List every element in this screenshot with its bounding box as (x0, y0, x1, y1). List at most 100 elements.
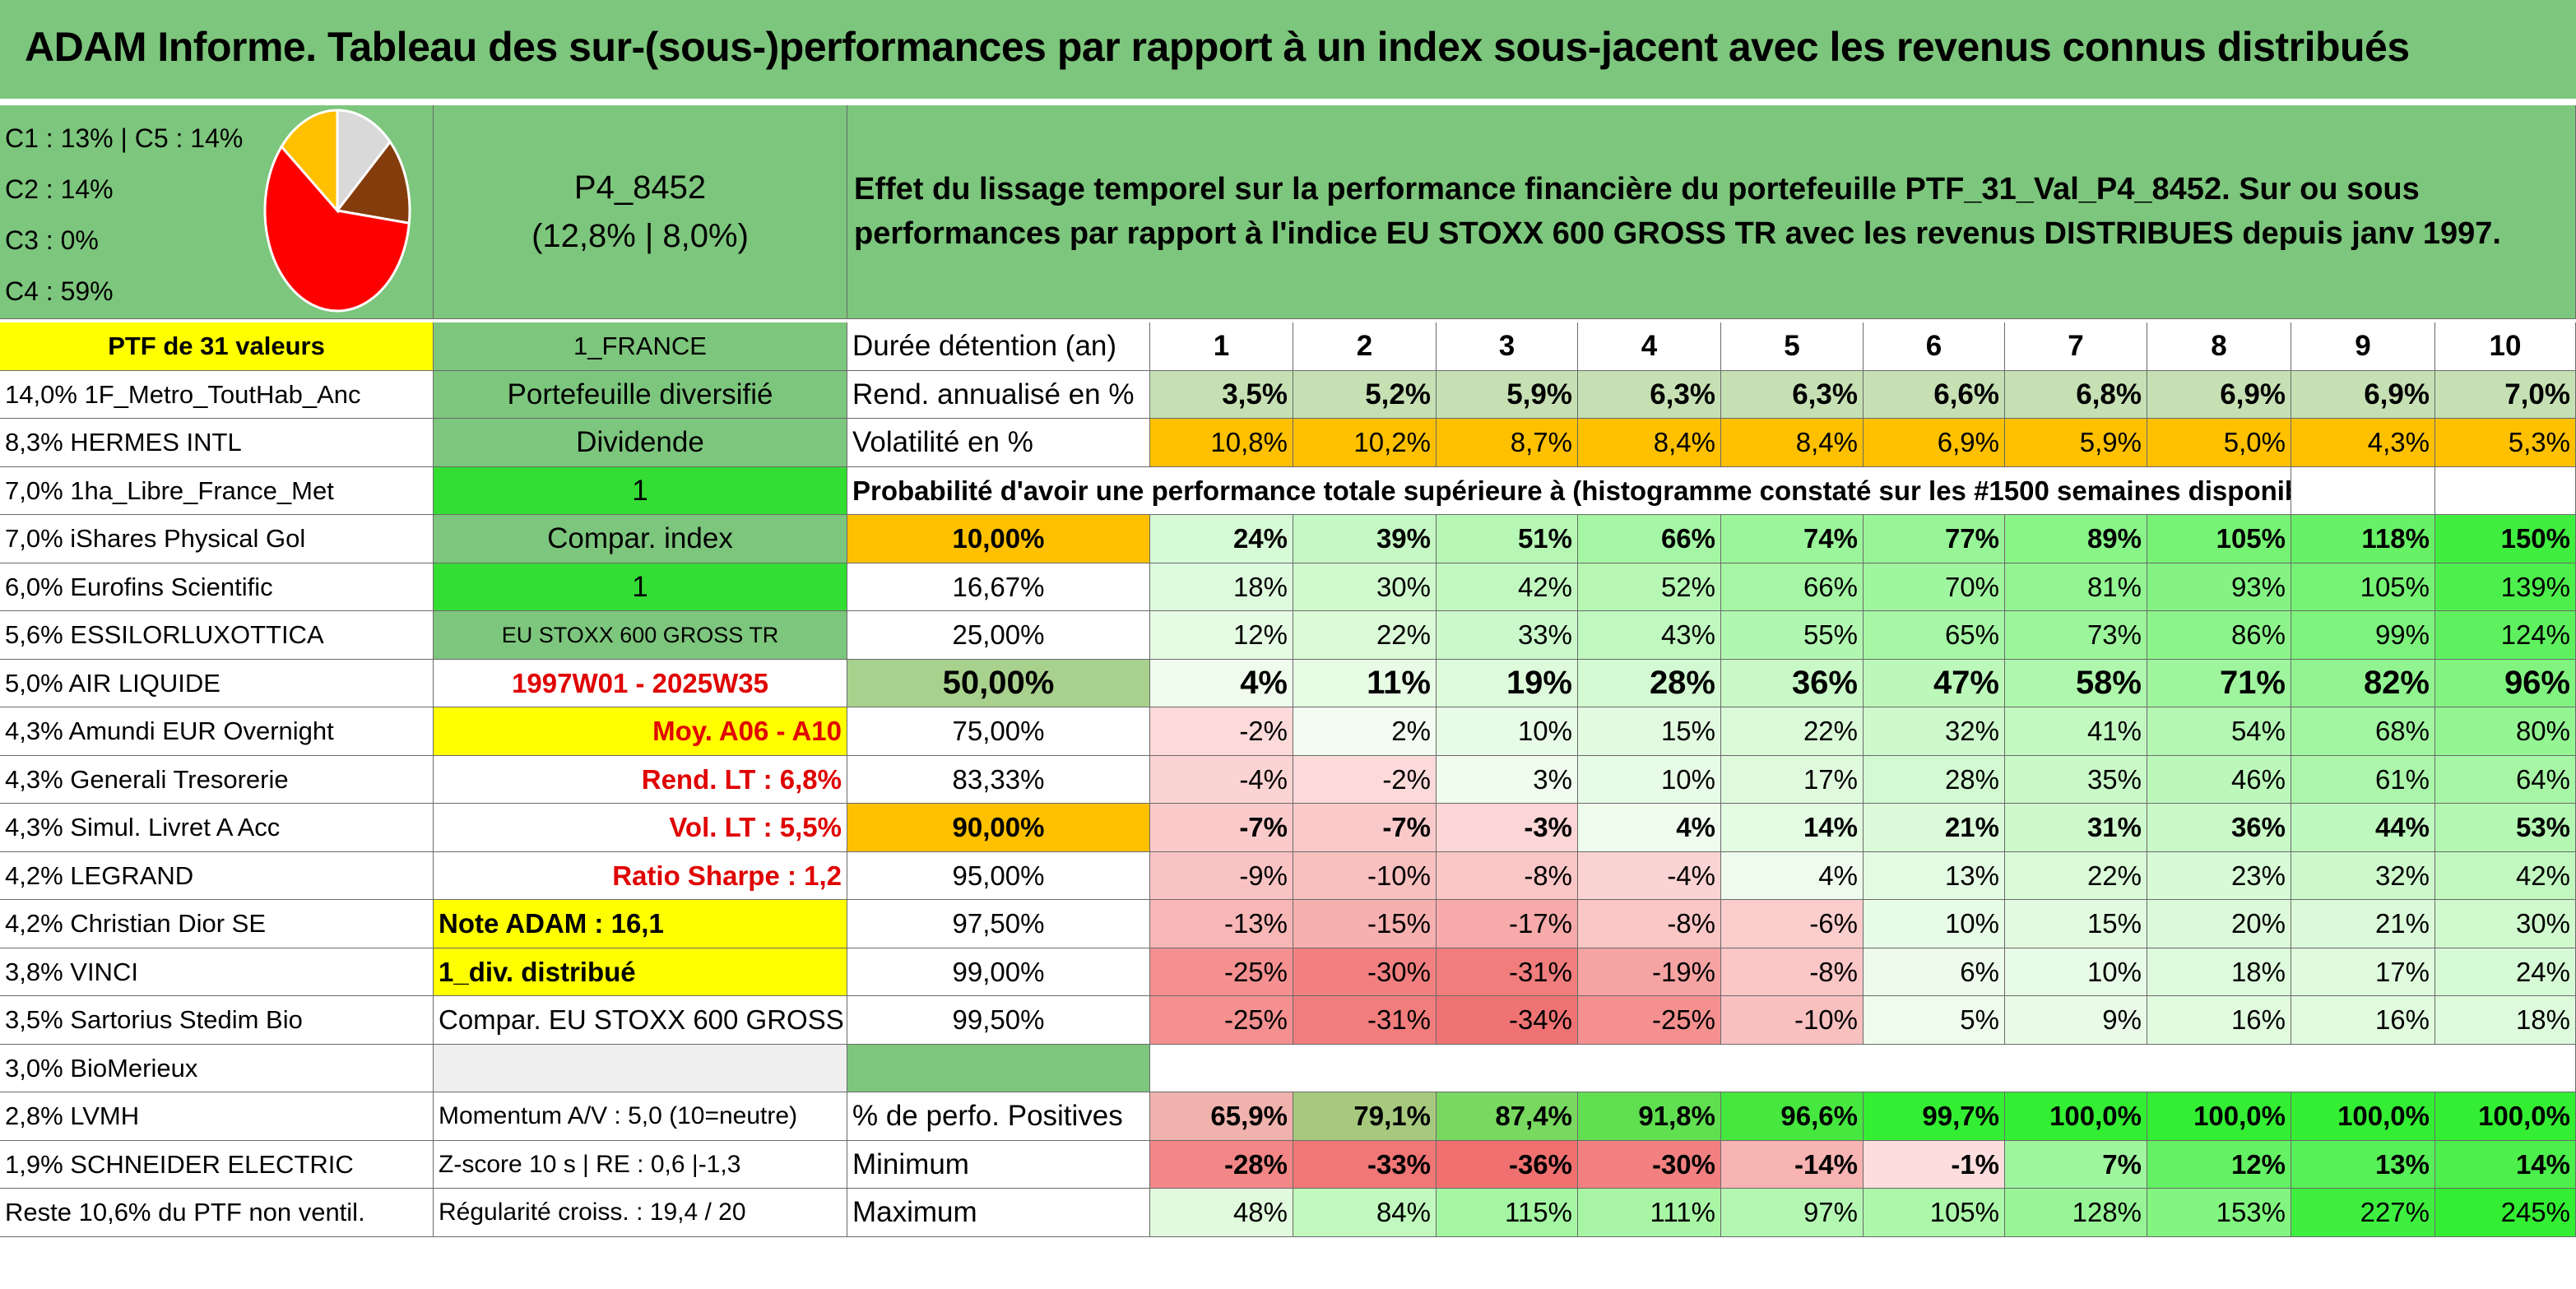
quantile-label: 97,50% (847, 900, 1150, 948)
probability-value: -13% (1150, 900, 1293, 948)
probability-value: -4% (1150, 756, 1293, 804)
probability-value: 17% (1721, 756, 1864, 804)
quantile-label: 50,00% (847, 660, 1150, 707)
probability-value: 54% (2147, 707, 2291, 756)
volatility-value: 5,0% (2147, 419, 2291, 467)
probability-value: 6% (1864, 948, 2005, 996)
volatility-value: 8,7% (1437, 419, 1578, 467)
probability-value: 36% (1721, 660, 1864, 707)
probability-value: 55% (1721, 611, 1864, 660)
probability-value: 77% (1864, 515, 2005, 563)
probability-value: 124% (2435, 611, 2576, 660)
holding-row: 4,3% Simul. Livret A Acc (0, 804, 434, 852)
maximum-value: 111% (1578, 1189, 1721, 1237)
param-cell: Note ADAM : 16,1 (434, 900, 847, 948)
pie-slice-c1 (336, 109, 392, 215)
year-header: 3 (1437, 322, 1578, 371)
positive-value: 100,0% (2005, 1092, 2147, 1141)
portfolio-description: Effet du lissage temporel sur la perform… (847, 105, 2576, 319)
quantile-label: 83,33% (847, 756, 1150, 804)
probability-value: -6% (1721, 900, 1864, 948)
probability-value: 82% (2291, 660, 2435, 707)
probability-value: 5% (1864, 996, 2005, 1045)
probability-value: 4% (1578, 804, 1721, 852)
probability-value: 21% (2291, 900, 2435, 948)
return-value: 5,9% (1437, 371, 1578, 419)
probability-value: 12% (1150, 611, 1293, 660)
probability-value: 18% (2147, 948, 2291, 996)
param-cell: 1 (434, 563, 847, 611)
param-cell: Dividende (434, 419, 847, 467)
quantile-label: 99,50% (847, 996, 1150, 1045)
year-header: 9 (2291, 322, 2435, 371)
probability-value: 19% (1437, 660, 1578, 707)
probability-value: 10% (1437, 707, 1578, 756)
probability-value: 20% (2147, 900, 2291, 948)
year-header: 5 (1721, 322, 1864, 371)
probability-value: 21% (1864, 804, 2005, 852)
probability-value: 139% (2435, 563, 2576, 611)
year-header: 8 (2147, 322, 2291, 371)
probability-value: 22% (2005, 852, 2147, 900)
probability-value: 24% (1150, 515, 1293, 563)
positive-value: 79,1% (1293, 1092, 1437, 1141)
probability-value: 93% (2147, 563, 2291, 611)
probability-value: -7% (1150, 804, 1293, 852)
probability-value: 51% (1437, 515, 1578, 563)
probability-value: -30% (1293, 948, 1437, 996)
minimum-value: 7% (2005, 1141, 2147, 1189)
param-cell: 1_div. distribué (434, 948, 847, 996)
holding-row: 4,3% Amundi EUR Overnight (0, 707, 434, 756)
return-value: 7,0% (2435, 371, 2576, 419)
probability-value: 32% (2291, 852, 2435, 900)
param-cell: Portefeuille diversifié (434, 371, 847, 419)
probability-value: 28% (1864, 756, 2005, 804)
portfolio-code: P4_8452 (573, 169, 707, 206)
cell-empty (2435, 467, 2576, 515)
positive-value: 99,7% (1864, 1092, 2005, 1141)
volatility-value: 5,3% (2435, 419, 2576, 467)
volatility-label: Volatilité en % (847, 419, 1150, 467)
holding-row: 14,0% 1F_Metro_ToutHab_Anc (0, 371, 434, 419)
probability-value: 18% (2435, 996, 2576, 1045)
maximum-value: 105% (1864, 1189, 2005, 1237)
quantile-label: 25,00% (847, 611, 1150, 660)
probability-value: 4% (1721, 852, 1864, 900)
probability-value: 35% (2005, 756, 2147, 804)
probability-value: -10% (1293, 852, 1437, 900)
quantile-label: 16,67% (847, 563, 1150, 611)
probability-value: 3% (1437, 756, 1578, 804)
year-header: 7 (2005, 322, 2147, 371)
probability-value: 2% (1293, 707, 1437, 756)
param-cell: Vol. LT : 5,5% (434, 804, 847, 852)
return-value: 6,3% (1578, 371, 1721, 419)
probability-value: 74% (1721, 515, 1864, 563)
probability-value: -8% (1437, 852, 1578, 900)
holding-row: 1,9% SCHNEIDER ELECTRIC (0, 1141, 434, 1189)
quantile-label: 10,00% (847, 515, 1150, 563)
year-header: 6 (1864, 322, 2005, 371)
probability-value: -7% (1293, 804, 1437, 852)
holding-row: 4,2% Christian Dior SE (0, 900, 434, 948)
probability-value: 71% (2147, 660, 2291, 707)
volatility-value: 10,2% (1293, 419, 1437, 467)
maximum-value: 227% (2291, 1189, 2435, 1237)
probability-value: 70% (1864, 563, 2005, 611)
probability-value: 16% (2291, 996, 2435, 1045)
probability-value: 44% (2291, 804, 2435, 852)
maximum-value: 115% (1437, 1189, 1578, 1237)
param-cell: Moy. A06 - A10 (434, 707, 847, 756)
param-cell: Rend. LT : 6,8% (434, 756, 847, 804)
probability-value: 13% (1864, 852, 2005, 900)
probability-value: 23% (2147, 852, 2291, 900)
probability-value: 96% (2435, 660, 2576, 707)
duration-label: Durée détention (an) (847, 322, 1150, 371)
holding-row: 2,8% LVMH (0, 1092, 434, 1141)
pie-legend-label: C1 : 13% | C5 : 14% (5, 123, 244, 153)
probability-value: 16% (2147, 996, 2291, 1045)
return-value: 6,3% (1721, 371, 1864, 419)
positive-value: 87,4% (1437, 1092, 1578, 1141)
probability-value: 105% (2291, 563, 2435, 611)
holding-row: 4,3% Generali Tresorerie (0, 756, 434, 804)
probability-value: -10% (1721, 996, 1864, 1045)
